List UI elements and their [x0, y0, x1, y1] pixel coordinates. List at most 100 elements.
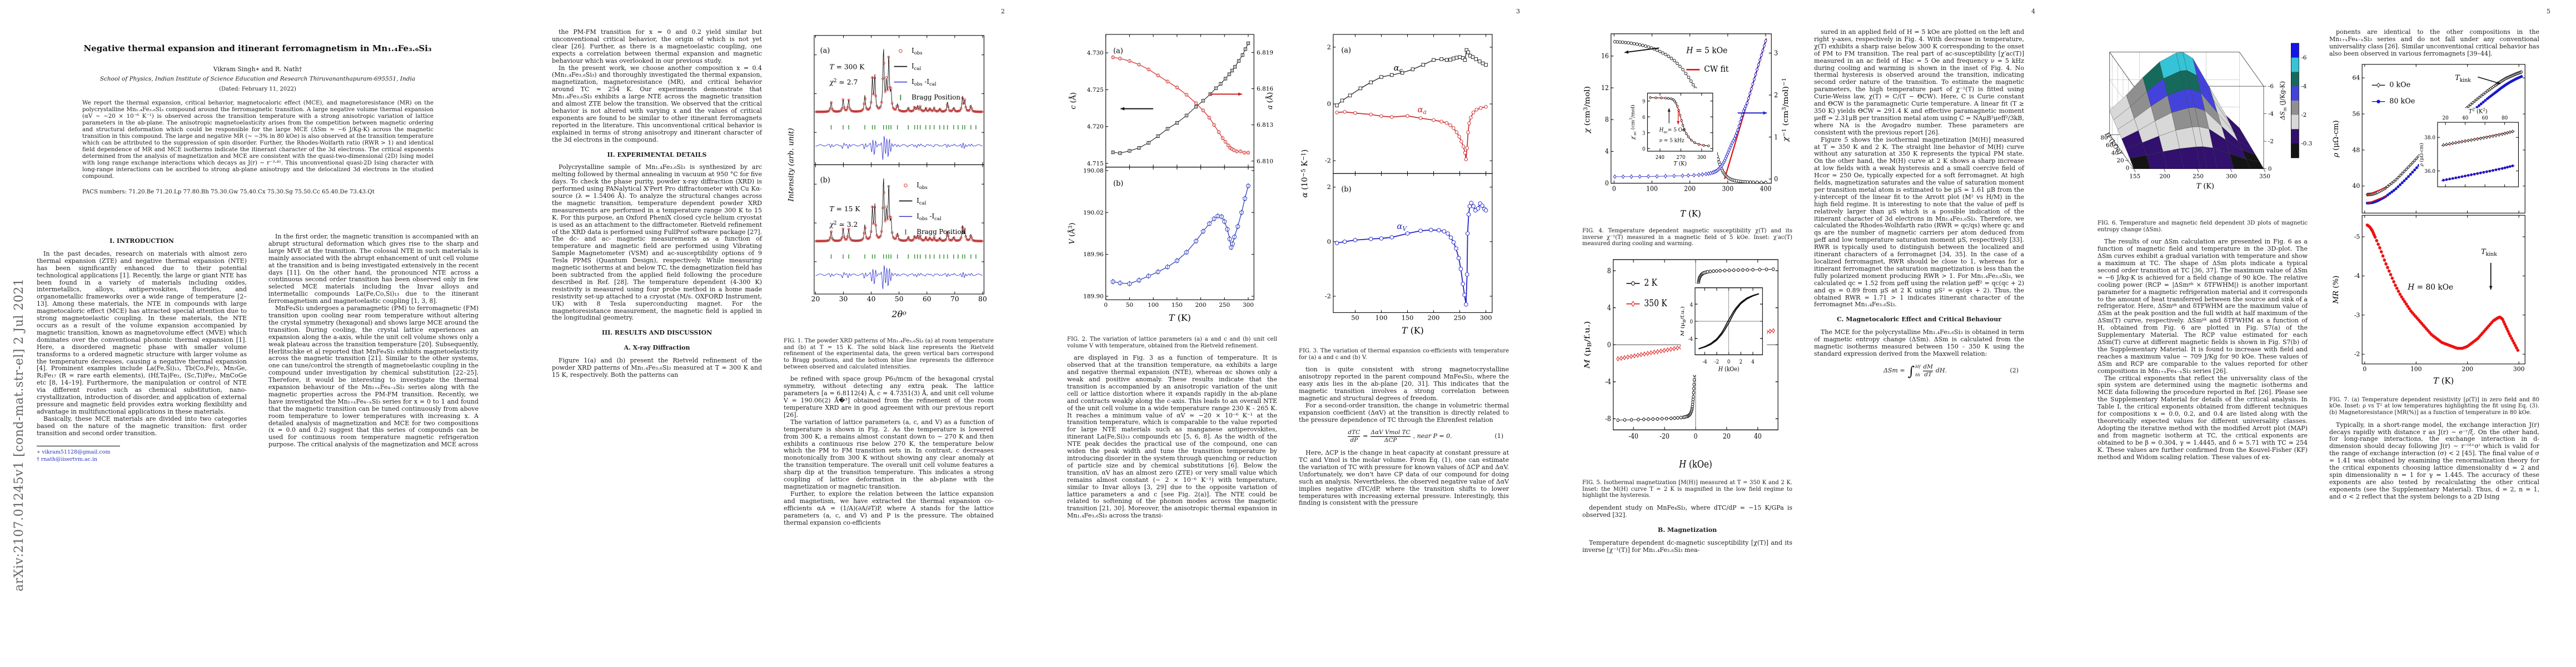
svg-text:300: 300 [1480, 313, 1492, 321]
svg-text:-2: -2 [2268, 138, 2274, 145]
svg-text:20: 20 [811, 295, 820, 303]
svg-text:T (K): T (K) [2196, 182, 2214, 191]
svg-text:T (K): T (K) [1402, 325, 1424, 336]
svg-text:Tkink: Tkink [2455, 74, 2471, 83]
svg-text:a (Å): a (Å) [1265, 92, 1274, 109]
svg-text:0: 0 [1774, 175, 1778, 182]
eq1-numerator: dTC [1348, 429, 1361, 436]
svg-text:40: 40 [867, 295, 876, 303]
svg-text:2 K: 2 K [1644, 277, 1657, 288]
integral-sign: ∫ [1907, 363, 1915, 379]
svg-text:250: 250 [2193, 173, 2204, 180]
svg-text:3: 3 [1774, 49, 1778, 57]
paragraph: Here, ΔCP is the change in heat capacity… [1299, 449, 1509, 507]
svg-text:T = 300 K: T = 300 K [829, 63, 865, 71]
paragraph: sured in an applied field of H = 5 kOe a… [1814, 28, 2024, 136]
paragraph: tion is quite consistent with strong mag… [1299, 366, 1509, 402]
svg-text:0: 0 [1612, 185, 1616, 192]
section-results-discussion: III. RESULTS AND DISCUSSION [601, 329, 712, 337]
figure-3-thermal-expansion-plot: -2 0 2 (a) αc αa 50 100 150 200 250 300 -2 0 2 (b) αV T (… [1301, 34, 1493, 336]
svg-text:20: 20 [2117, 157, 2124, 164]
figure-2-lattice-parameters-plot: 4.715 4.720 4.725 4.730 6.810 6.813 6.816 6.819… [1068, 34, 1274, 323]
svg-text:300: 300 [2226, 173, 2237, 180]
equation-2: ΔSm = ∫ Hf Hi dM dT dH. (2) [1814, 363, 2019, 379]
svg-text:α (10−5 K−1): α (10−5 K−1) [1301, 150, 1309, 198]
subsection-mce-critical-behaviour: C. Magnetocaloric Effect and Critical Be… [1836, 316, 2002, 323]
svg-text:2: 2 [1327, 43, 1331, 51]
svg-text:6.819: 6.819 [1257, 49, 1273, 56]
svg-text:200: 200 [1428, 313, 1440, 321]
page1-right-column: In the first order, the magnetic transit… [268, 233, 479, 449]
figure-1: (a) T = 300 K χ2 ≃ 2.7 Iobs Ical Iobs -Ical Br… [784, 28, 994, 370]
svg-text:400: 400 [1760, 185, 1772, 192]
svg-text:40: 40 [1754, 432, 1762, 440]
footnote-email-2[interactable]: † rnath@iisertvm.ac.in [37, 456, 98, 462]
svg-text:0: 0 [1727, 359, 1730, 365]
svg-text:8: 8 [1607, 266, 1611, 275]
svg-text:H = 80 kOe: H = 80 kOe [2407, 283, 2453, 292]
page-number-2: 2 [1001, 8, 1005, 15]
svg-text:0: 0 [2363, 365, 2366, 372]
svg-text:100: 100 [2410, 365, 2422, 372]
svg-text:270: 270 [1676, 155, 1685, 161]
svg-text:Bragg Position: Bragg Position [911, 93, 960, 101]
page3-right-column: -2 0 2 (a) αc αa 50 100 150 200 250 300 -2 0 2 (b) αV T (… [1299, 28, 1509, 507]
svg-text:Intensity (arb. unit): Intensity (arb. unit) [788, 128, 796, 202]
svg-text:T (K): T (K) [1169, 312, 1191, 323]
svg-text:4: 4 [1607, 303, 1611, 312]
svg-text:189.96: 189.96 [1083, 251, 1104, 258]
svg-text:T = 15 K: T = 15 K [829, 205, 860, 213]
svg-text:60: 60 [923, 295, 931, 303]
page1-left-column: I. INTRODUCTION In the past decades, res… [37, 230, 247, 463]
figure-5-caption: FIG. 5. Isothermal magnetization [M(H)] … [1582, 479, 1792, 499]
page5-right-column: ponents are identical to the other compo… [2329, 28, 2539, 501]
svg-text:-4: -4 [2268, 111, 2274, 117]
page2-left-column: the PM-FM transition for x = 0 and 0.2 y… [552, 28, 762, 379]
paragraph: Temperature dependent dc-magnetic suscep… [1582, 539, 1792, 554]
figure-3: -2 0 2 (a) αc αa 50 100 150 200 250 300 -2 0 2 (b) αV T (… [1299, 28, 1509, 361]
paragraph: ponents are identical to the other compo… [2329, 28, 2539, 57]
figure-1-caption: FIG. 1. The powder XRD patterns of Mn₁.₄… [784, 337, 994, 370]
svg-text:0: 0 [1605, 179, 1609, 187]
page2-right-column: (a) T = 300 K χ2 ≃ 2.7 Iobs Ical Iobs -Ical Br… [784, 28, 994, 526]
svg-text:40: 40 [2352, 182, 2360, 190]
figure-3-caption: FIG. 3. The variation of thermal expansi… [1299, 347, 1509, 361]
svg-text:36.0: 36.0 [2424, 169, 2435, 175]
svg-text:189.90: 189.90 [1083, 293, 1104, 300]
page5-left-column: 155 200 250 300 350 0 20 40 60 80 0 -2 -4 -6 T (K) H (k… [2097, 24, 2312, 461]
svg-text:αc: αc [1394, 63, 1403, 74]
paragraph: The variation of lattice parameters (a, … [784, 418, 994, 491]
front-matter: We report the thermal expansion, critica… [82, 100, 434, 196]
page3-left-column: 4.715 4.720 4.725 4.730 6.810 6.813 6.816 6.819… [1067, 28, 1277, 520]
svg-text:-2: -2 [1325, 157, 1331, 165]
svg-text:100: 100 [1148, 302, 1159, 308]
svg-text:300: 300 [1243, 302, 1254, 308]
paragraph: In the present work, we choose another c… [552, 64, 762, 143]
paragraph: Polycrystalline sample of Mn₁.₄Fe₃.₆Si₃ … [552, 163, 762, 322]
svg-text:0: 0 [1693, 432, 1697, 440]
affiliation-line: School of Physics, Indian Institute of S… [99, 76, 416, 82]
footnote-email-1[interactable]: ∗ vikram51128@gmail.com [37, 449, 111, 456]
svg-text:Ical: Ical [916, 197, 926, 206]
svg-text:6.813: 6.813 [1257, 122, 1273, 128]
svg-text:155: 155 [2129, 173, 2140, 180]
svg-text:-2: -2 [1715, 359, 1719, 365]
eq1-tail: , near P = 0. [1413, 432, 1452, 440]
paragraph: In the past decades, research on materia… [37, 250, 247, 415]
page-number-5: 5 [2547, 8, 2550, 15]
eq2-tail: dH. [1935, 367, 1947, 375]
svg-text:(a): (a) [1113, 47, 1123, 55]
svg-text:200: 200 [1684, 185, 1696, 192]
svg-text:Ical: Ical [911, 62, 921, 72]
svg-text:-2: -2 [2301, 112, 2306, 118]
svg-text:M (μB/f.u.): M (μB/f.u.) [1680, 306, 1687, 337]
page4-left-column: 0 100 200 300 400 0 4 8 12 16 0 1 2 3 H = 5 kOe CW fit 2… [1582, 27, 1792, 554]
svg-text:40: 40 [2462, 116, 2469, 121]
svg-text:64: 64 [2352, 74, 2360, 81]
svg-text:38.0: 38.0 [2424, 135, 2435, 141]
svg-text:190.02: 190.02 [1083, 210, 1104, 216]
svg-text:0: 0 [1104, 302, 1108, 308]
svg-text:T2 (K2): T2 (K2) [2469, 107, 2488, 115]
paragraph: For a second-order transition, the chang… [1299, 401, 1509, 424]
